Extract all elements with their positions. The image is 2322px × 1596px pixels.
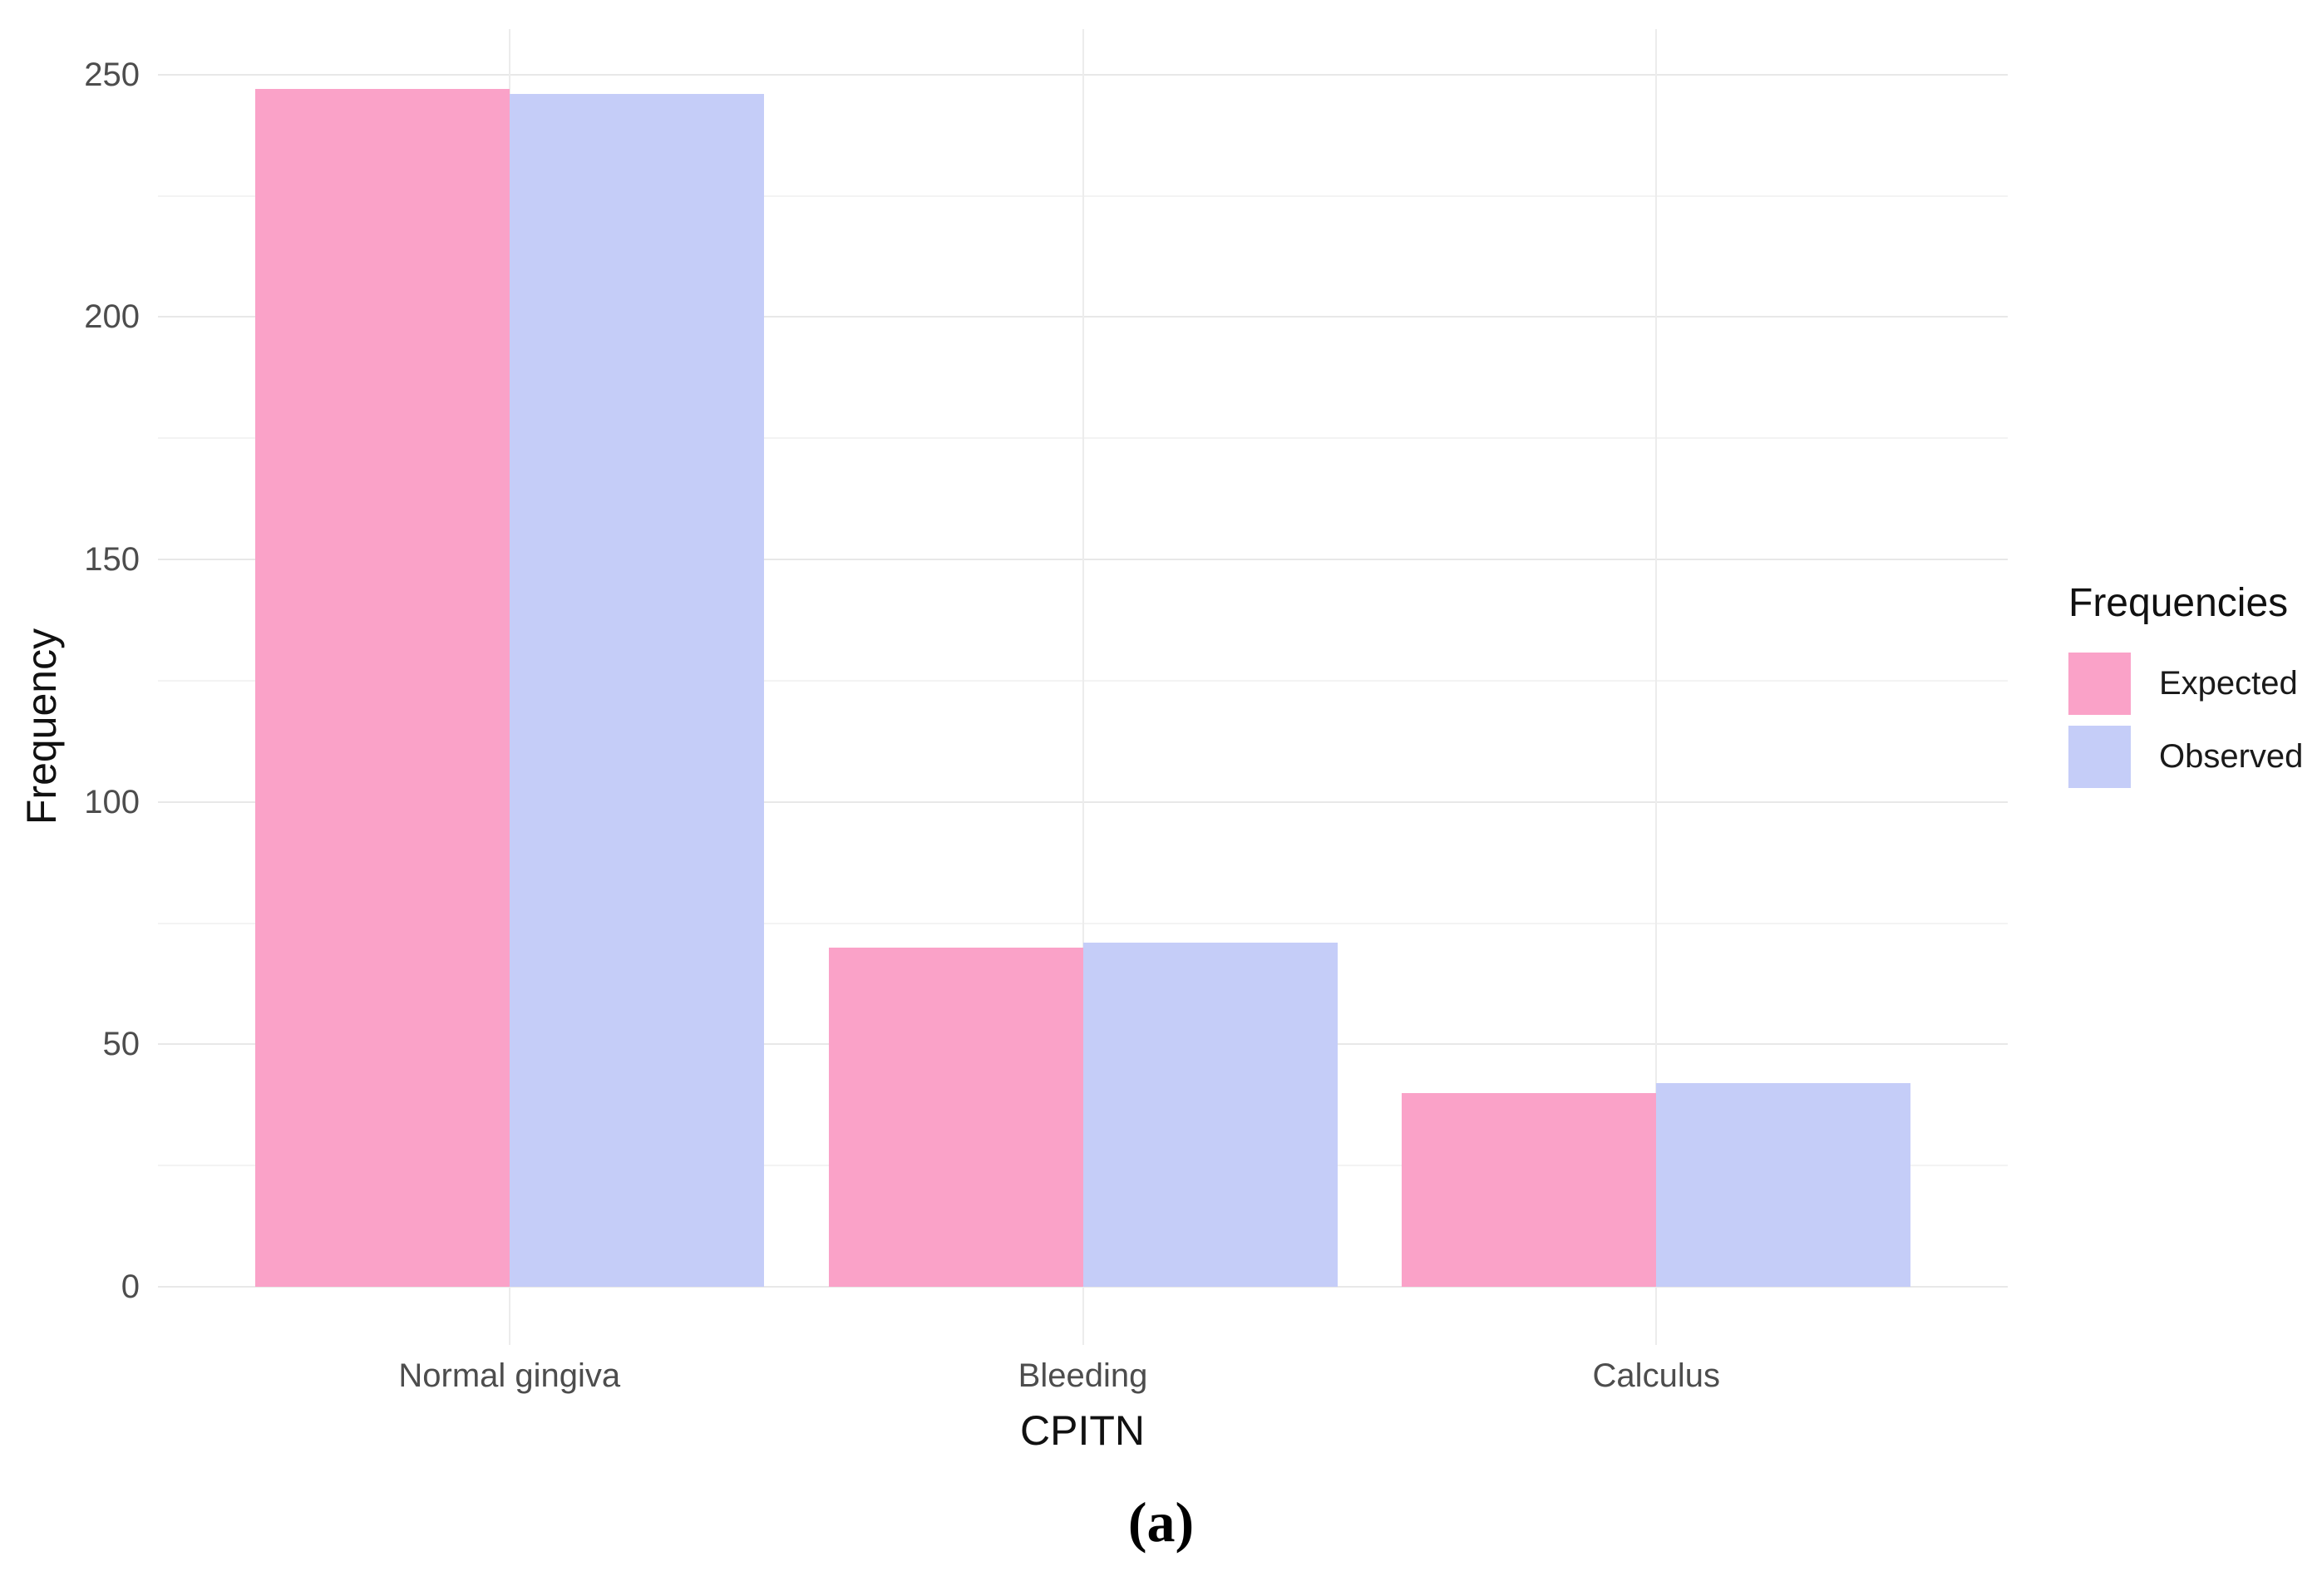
gridline-category [1082,29,1084,1345]
plot-panel [158,29,2008,1345]
legend-label: Expected [2159,665,2298,702]
x-axis-title: CPITN [1020,1407,1145,1454]
legend-item-expected: Expected [2068,653,2322,715]
x-tick-label: Calculus [1592,1357,1720,1394]
legend: Frequencies Expected Observed [2068,580,2322,799]
x-tick-label: Bleeding [1018,1357,1148,1394]
y-tick-label: 50 [102,1026,141,1063]
y-tick-label: 150 [84,541,140,579]
legend-swatch-expected [2068,653,2131,715]
legend-item-observed: Observed [2068,726,2322,788]
bar-observed-0 [509,94,764,1287]
y-tick-label: 250 [84,56,140,93]
bar-expected-2 [1402,1092,1657,1287]
y-axis-title: Frequency [18,628,65,825]
bar-observed-2 [1656,1083,1911,1287]
legend-label: Observed [2159,738,2304,775]
y-tick-label: 200 [84,298,140,336]
bar-expected-1 [828,947,1083,1287]
legend-title: Frequencies [2068,581,2289,625]
bar-expected-0 [254,89,510,1287]
y-tick-label: 0 [121,1268,140,1305]
figure-caption: (a) [1127,1490,1195,1554]
x-tick-label: Normal gingiva [398,1357,621,1394]
y-tick-label: 100 [84,783,140,820]
legend-swatch-observed [2068,726,2131,788]
bar-observed-1 [1082,942,1338,1287]
gridline-category [1655,29,1658,1345]
